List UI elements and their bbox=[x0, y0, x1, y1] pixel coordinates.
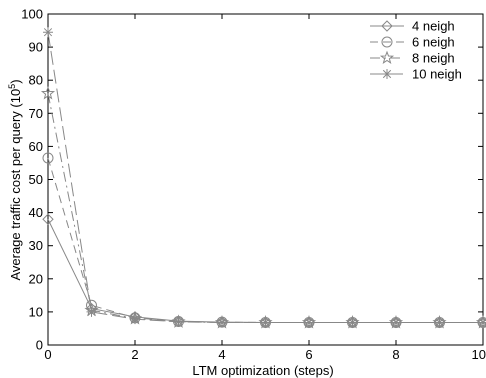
y-tick-label: 30 bbox=[29, 238, 43, 253]
series-3 bbox=[40, 86, 486, 329]
data-point bbox=[86, 306, 97, 317]
series-layer bbox=[40, 27, 486, 329]
series-line bbox=[47, 219, 483, 323]
series-4 bbox=[43, 27, 486, 328]
x-tick-label: 2 bbox=[131, 347, 138, 362]
data-point bbox=[40, 86, 56, 100]
y-axis-label-suffix: ) bbox=[8, 79, 23, 83]
axis-ticks: 0 10 20 30 40 50 60 70 80 90 100 0 2 4 6 8 10 bbox=[21, 7, 486, 363]
x-tick-label: 4 bbox=[218, 347, 225, 362]
y-axis-label-exponent: 5 bbox=[7, 84, 17, 89]
y-tick-label: 40 bbox=[29, 205, 43, 220]
y-tick-label: 100 bbox=[21, 7, 43, 22]
data-point bbox=[304, 317, 314, 328]
x-tick-label: 6 bbox=[305, 347, 312, 362]
y-tick-label: 60 bbox=[29, 139, 43, 154]
legend-marker bbox=[382, 69, 392, 79]
y-tick-label: 50 bbox=[29, 172, 43, 187]
y-tick-label: 10 bbox=[29, 304, 43, 319]
y-tick-label: 90 bbox=[29, 40, 43, 55]
data-point bbox=[217, 317, 227, 328]
legend-label: 10 neigh bbox=[412, 67, 462, 82]
data-point bbox=[391, 317, 401, 328]
legend-label: 8 neigh bbox=[412, 51, 455, 66]
legend-entry: 6 neigh bbox=[370, 35, 455, 50]
legend-label: 4 neigh bbox=[412, 19, 455, 34]
legend-marker bbox=[379, 50, 395, 65]
data-point bbox=[434, 317, 445, 328]
legend-label: 6 neigh bbox=[412, 35, 455, 50]
x-axis-label: LTM optimization (steps) bbox=[192, 363, 333, 378]
series-line bbox=[47, 93, 483, 323]
data-point bbox=[347, 317, 358, 328]
data-point bbox=[43, 27, 53, 38]
legend-entry: 8 neigh bbox=[370, 51, 455, 66]
series-2 bbox=[42, 152, 486, 328]
y-tick-label: 80 bbox=[29, 73, 43, 88]
data-point bbox=[130, 314, 140, 325]
data-point bbox=[173, 316, 184, 327]
data-point bbox=[478, 317, 486, 328]
legend-entry: 4 neigh bbox=[370, 19, 455, 34]
y-tick-label: 20 bbox=[29, 271, 43, 286]
y-axis-label-prefix: Average traffic cost per query (10 bbox=[8, 89, 23, 281]
x-tick-label: 0 bbox=[44, 347, 51, 362]
series-line bbox=[47, 157, 483, 323]
y-axis-label: Average traffic cost per query (105) bbox=[7, 79, 23, 280]
x-tick-label: 10 bbox=[472, 347, 486, 362]
y-tick-label: 70 bbox=[29, 106, 43, 121]
data-point bbox=[42, 213, 54, 225]
legend-entry: 10 neigh bbox=[370, 67, 462, 82]
x-tick-label: 8 bbox=[392, 347, 399, 362]
y-tick-label: 0 bbox=[36, 338, 43, 353]
legend-marker bbox=[381, 20, 393, 32]
data-point bbox=[260, 317, 271, 328]
legend-marker bbox=[381, 36, 393, 48]
data-point bbox=[42, 152, 54, 164]
